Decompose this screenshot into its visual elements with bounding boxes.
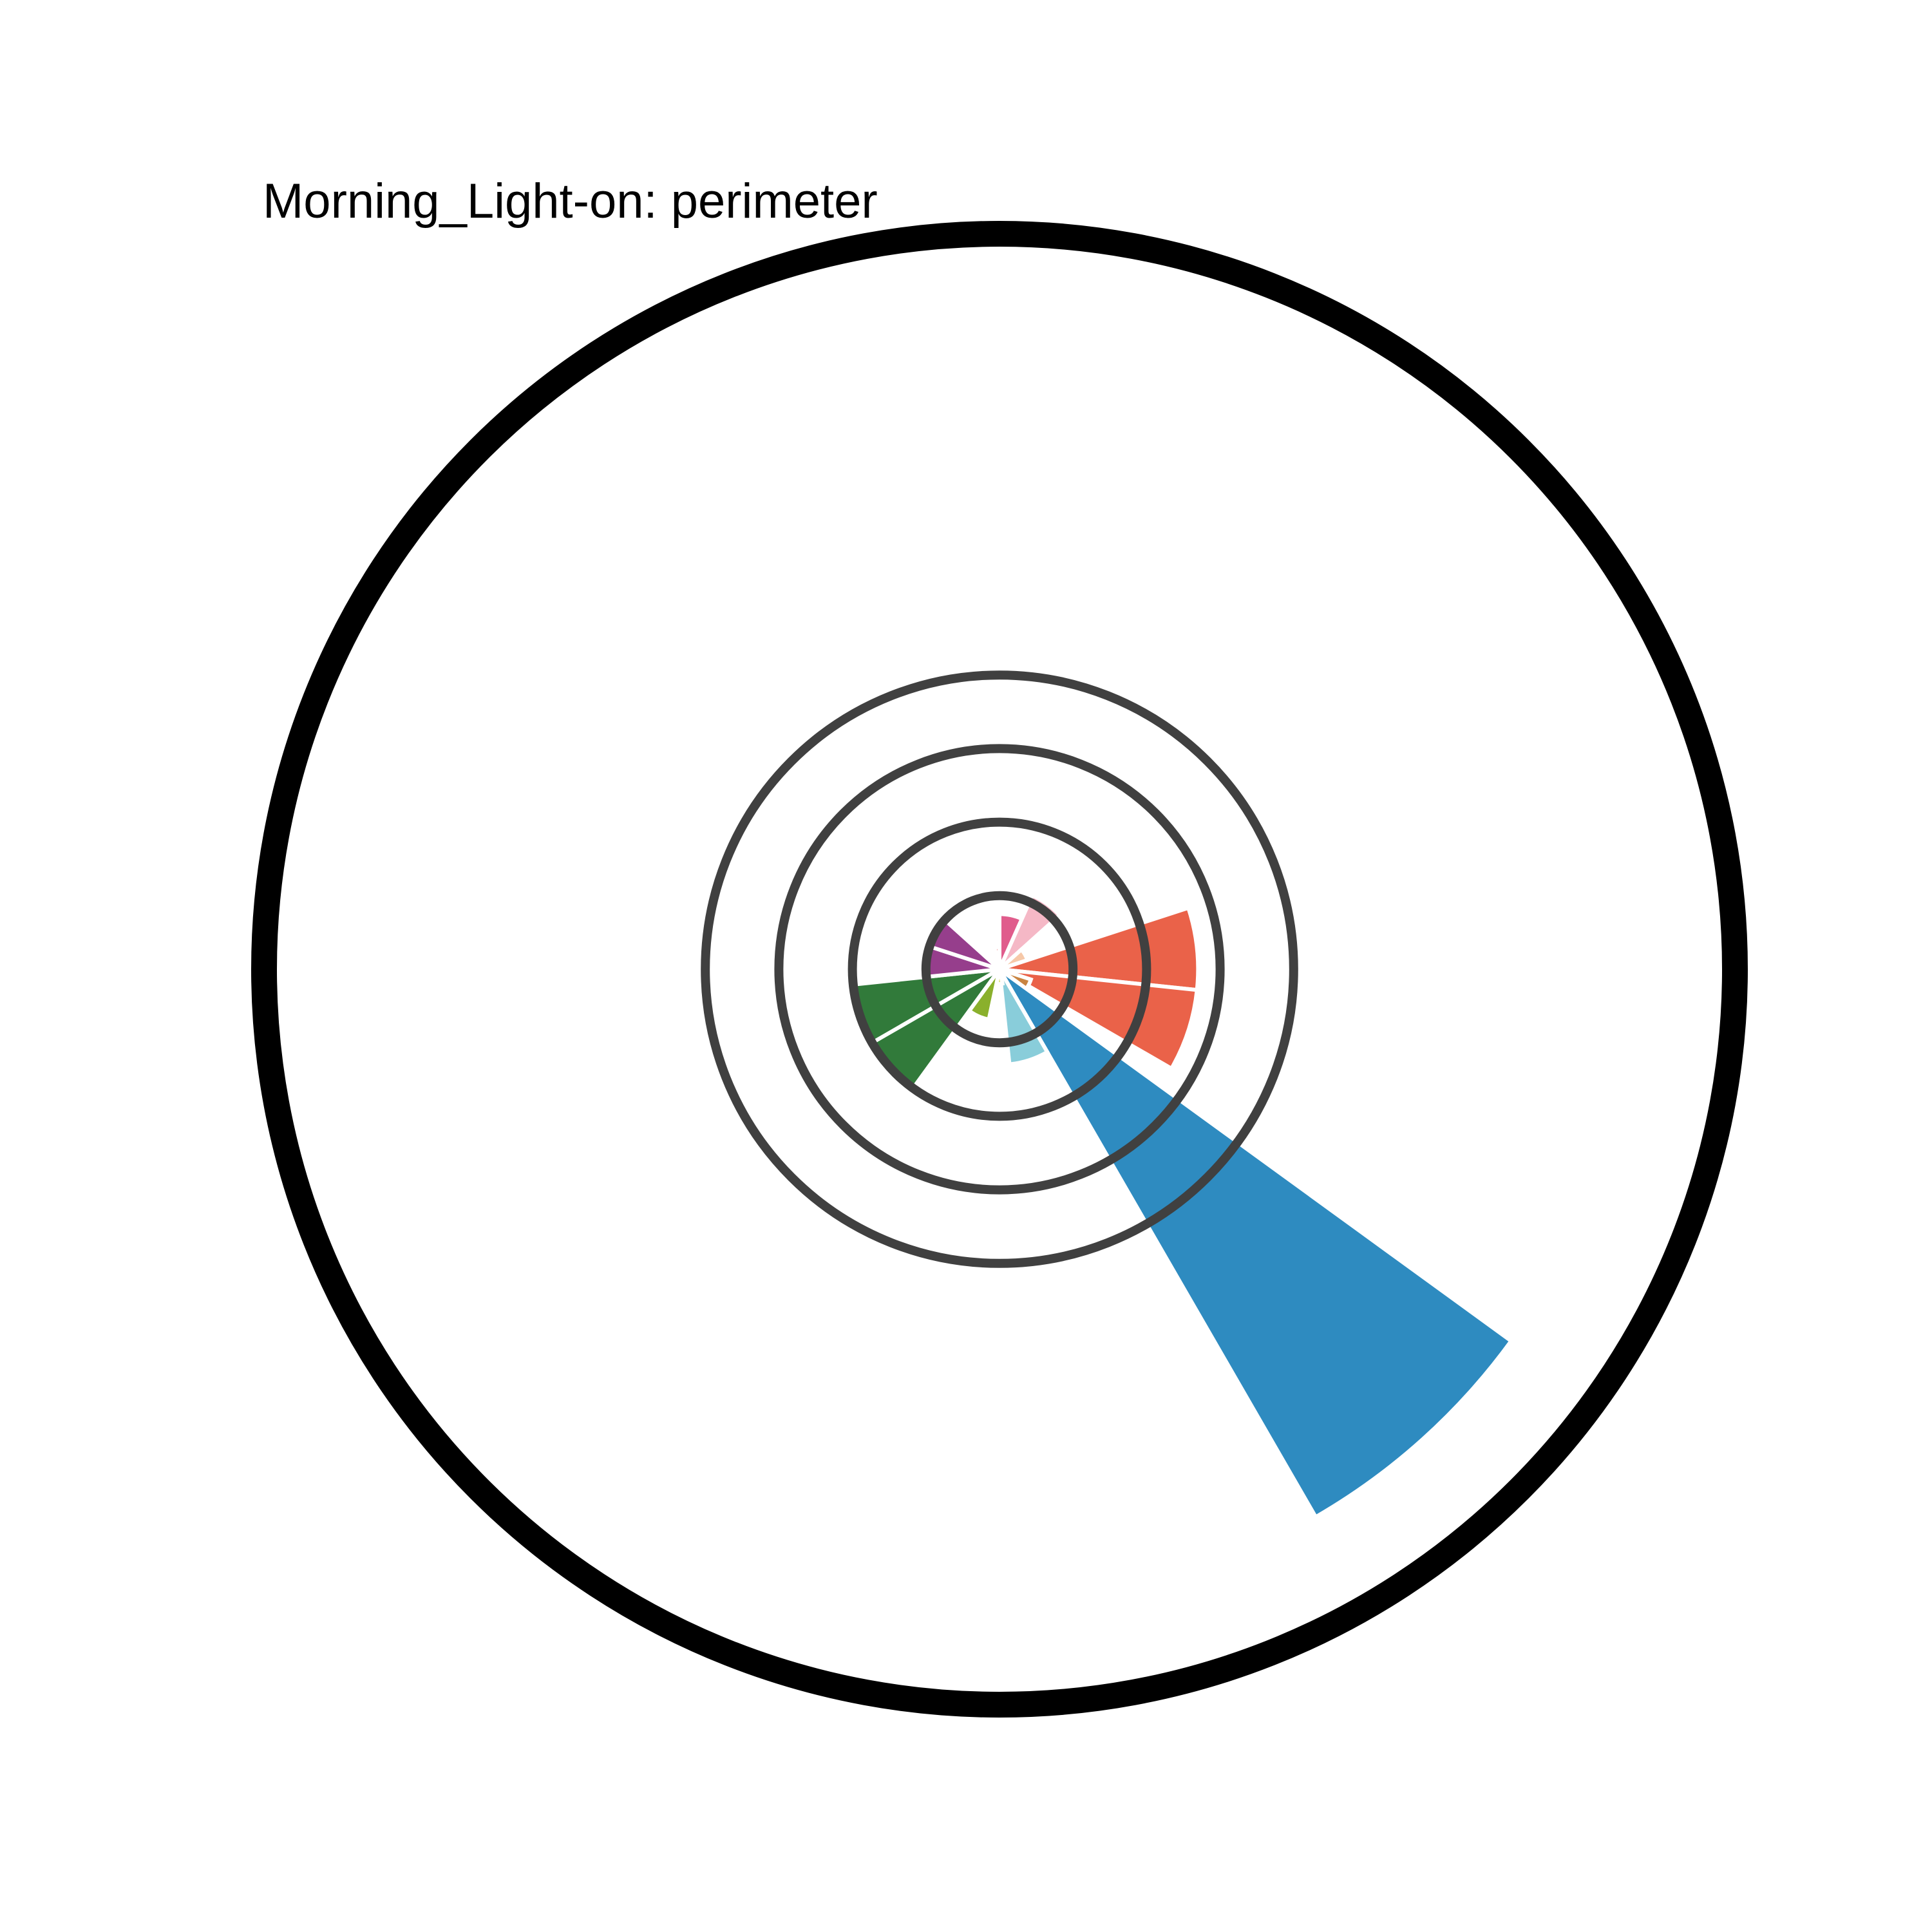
chart-title: Morning_Light-on: perimeter	[263, 174, 878, 229]
sector-15	[991, 960, 1001, 971]
polar-frame	[251, 221, 1748, 1718]
sector-layer	[851, 893, 1514, 1520]
grid-ring-1	[848, 817, 1151, 1121]
sector-7	[998, 967, 1514, 1520]
grid-ring-layer	[701, 670, 1298, 1268]
grid-ring-2	[774, 744, 1225, 1195]
grid-ring-3	[701, 670, 1298, 1268]
grid-ring-0	[921, 891, 1078, 1048]
